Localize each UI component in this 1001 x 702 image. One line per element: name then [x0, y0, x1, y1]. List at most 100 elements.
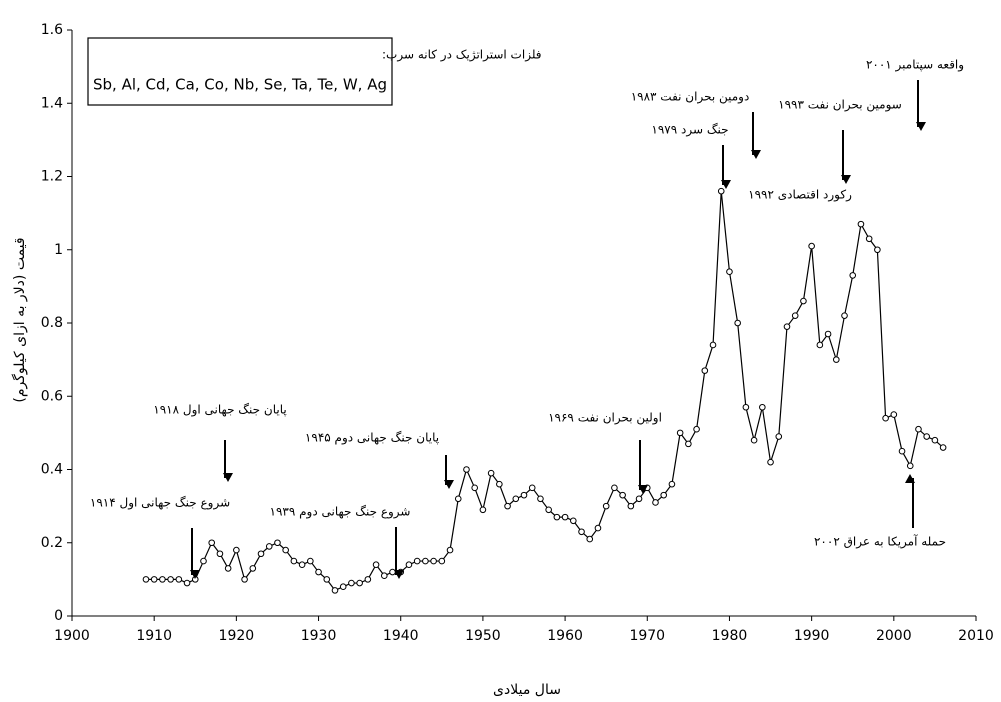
data-line — [145, 191, 944, 592]
data-point — [619, 491, 626, 499]
y-tick-label: 0 — [54, 608, 63, 624]
data-point — [668, 480, 676, 488]
data-point — [331, 587, 339, 594]
data-point — [857, 220, 865, 228]
data-point — [816, 341, 824, 349]
data-point — [315, 568, 322, 576]
data-point — [824, 330, 832, 338]
data-point — [561, 513, 569, 521]
data-point — [849, 272, 857, 279]
data-point — [759, 403, 766, 411]
data-point — [389, 568, 396, 576]
data-point — [898, 447, 906, 455]
x-tick-label: 1990 — [794, 628, 830, 644]
data-point — [915, 425, 922, 433]
data-point — [380, 572, 388, 580]
y-tick-label: 1.4 — [41, 95, 63, 111]
data-point — [307, 557, 314, 565]
data-point — [167, 576, 174, 583]
data-point — [274, 539, 281, 547]
data-point — [800, 297, 807, 305]
annotation: رکورد اقتصادی ۱۹۹۲ — [748, 188, 852, 203]
annotation: واقعه سپتامبر ۲۰۰۱ — [866, 58, 964, 73]
data-point — [627, 502, 635, 510]
data-point — [413, 557, 421, 565]
data-point — [520, 491, 528, 499]
y-tick-label: 0.6 — [41, 388, 63, 404]
data-point — [175, 576, 183, 583]
data-point — [652, 499, 659, 506]
data-point — [159, 576, 166, 583]
annotation: پایان جنگ جهانی اول ۱۹۱۸ — [153, 403, 286, 418]
annotation: شروع جنگ جهانی اول ۱۹۱۴ — [90, 496, 230, 511]
data-point — [685, 440, 692, 448]
data-point — [767, 458, 774, 466]
data-point — [323, 576, 331, 583]
data-point — [454, 495, 462, 503]
data-point — [537, 495, 544, 503]
data-point — [602, 502, 610, 510]
data-point — [701, 367, 709, 374]
annotation: دومین بحران نفت ۱۹۸۳ — [631, 90, 750, 105]
data-point — [726, 268, 733, 276]
data-point — [874, 246, 881, 254]
y-tick-label: 1.2 — [41, 169, 63, 185]
data-point — [200, 557, 207, 565]
data-point — [208, 539, 216, 547]
data-point — [224, 565, 232, 572]
data-point — [422, 557, 429, 565]
x-tick-label: 1930 — [301, 628, 337, 644]
y-tick-label: 0.2 — [41, 535, 63, 551]
data-point — [528, 484, 536, 492]
data-point — [775, 433, 783, 440]
data-point — [282, 546, 289, 554]
x-tick-label: 2010 — [958, 628, 994, 644]
data-point — [364, 576, 372, 583]
data-point — [446, 546, 454, 554]
data-point — [150, 576, 158, 583]
data-point — [339, 583, 347, 591]
x-tick-label: 1960 — [547, 628, 583, 644]
data-point — [183, 579, 191, 587]
data-point — [463, 466, 470, 473]
annotation: پایان جنگ جهانی دوم ۱۹۴۵ — [305, 431, 439, 446]
data-point — [553, 513, 561, 521]
data-point — [298, 561, 306, 569]
x-tick-label: 1980 — [712, 628, 748, 644]
data-point — [791, 312, 799, 319]
data-point — [890, 411, 898, 418]
data-point — [635, 495, 643, 503]
annotation: حمله آمریکا به عراق ۲۰۰۲ — [814, 534, 946, 550]
data-point — [471, 484, 478, 492]
x-tick-label: 1950 — [465, 628, 501, 644]
data-point — [348, 579, 355, 587]
data-point — [233, 546, 240, 554]
data-point — [931, 436, 939, 444]
data-point — [693, 425, 700, 433]
data-point — [882, 414, 889, 422]
data-point — [372, 561, 380, 569]
data-point — [216, 550, 224, 558]
data-point — [939, 444, 947, 451]
x-axis-label: سال میلادی — [493, 682, 561, 698]
data-point — [512, 495, 520, 503]
annotation: شروع جنگ جهانی دوم ۱۹۳۹ — [270, 505, 411, 520]
annotation: جنگ سرد ۱۹۷۹ — [651, 123, 728, 138]
x-tick-label: 1910 — [136, 628, 172, 644]
data-point — [142, 576, 150, 583]
y-tick-label: 1.6 — [41, 22, 63, 38]
data-point — [865, 235, 873, 243]
data-point — [611, 484, 618, 492]
data-point — [808, 242, 815, 250]
annotation: اولین بحران نفت ۱۹۶۹ — [548, 411, 662, 426]
data-point — [586, 535, 594, 543]
data-point — [504, 502, 511, 510]
x-tick-label: 2000 — [876, 628, 912, 644]
data-point — [438, 557, 446, 565]
data-point — [191, 576, 199, 583]
box-title: فلزات استراتژیک در کانه سرب: — [382, 48, 542, 63]
y-tick-label: 0.8 — [41, 315, 63, 331]
y-tick-label: 1 — [54, 242, 63, 258]
data-point — [841, 312, 848, 319]
legend-box — [87, 37, 393, 106]
